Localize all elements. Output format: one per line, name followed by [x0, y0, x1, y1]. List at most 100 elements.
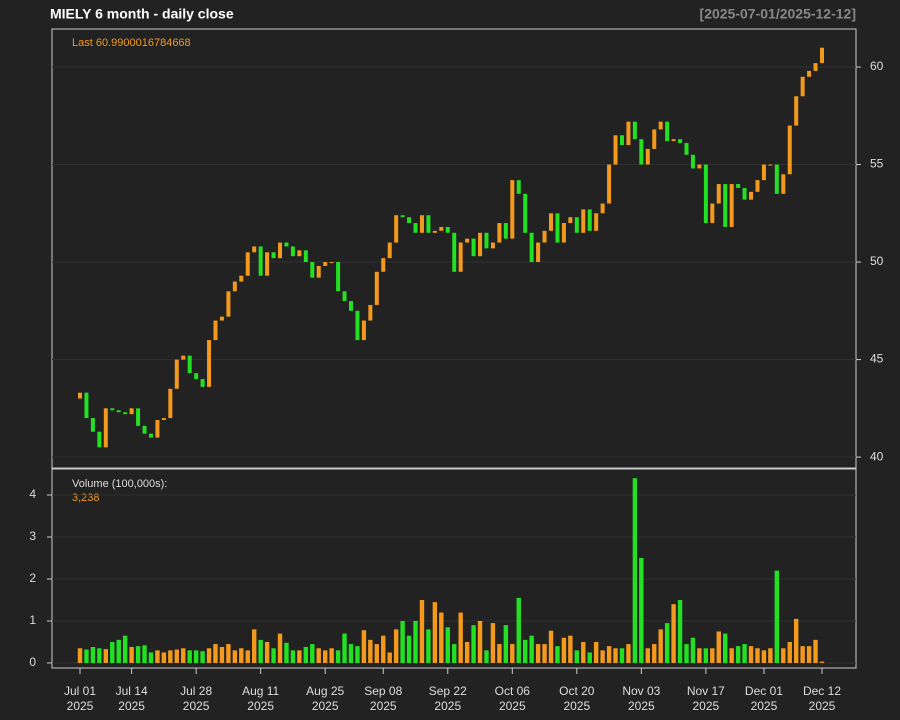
y-tick-label: 1	[29, 613, 36, 627]
volume-bar	[219, 647, 225, 663]
y-tick-label: 40	[870, 449, 884, 463]
candle	[78, 392, 83, 399]
volume-bar	[671, 604, 676, 663]
volume-bar	[619, 648, 625, 663]
candle	[697, 164, 702, 169]
volume-bar	[510, 644, 515, 663]
candle	[400, 215, 405, 218]
candle	[194, 373, 199, 380]
volume-label: Volume (100,000s):	[72, 478, 167, 490]
volume-bar	[168, 650, 173, 663]
candle	[174, 359, 179, 389]
x-tick-year: 2025	[247, 699, 274, 713]
volume-bar	[819, 661, 825, 663]
volume-bar	[529, 635, 534, 663]
volume-bar	[761, 650, 767, 663]
volume-bar	[652, 644, 657, 663]
volume-bar	[806, 646, 812, 663]
volume-bar	[471, 625, 476, 663]
x-tick-year: 2025	[693, 699, 720, 713]
candle	[381, 258, 386, 272]
candle	[607, 164, 612, 204]
volume-bar	[581, 641, 586, 663]
volume-bar	[200, 651, 205, 663]
chart-title: MIELY 6 month - daily close	[50, 6, 234, 22]
volume-bar	[381, 635, 386, 663]
volume-bar	[310, 644, 315, 663]
x-tick-label: Aug 11	[242, 684, 279, 698]
y-tick-label: 0	[29, 655, 36, 669]
candle	[619, 135, 624, 146]
candle	[690, 154, 695, 169]
candle	[742, 187, 747, 200]
x-tick-label: Dec 12	[803, 684, 841, 698]
volume-bar	[452, 644, 457, 663]
candle	[523, 193, 528, 233]
candle	[129, 408, 134, 415]
candle	[419, 215, 424, 233]
volume-last: 3,238	[72, 492, 100, 504]
candle	[110, 408, 115, 411]
candle	[239, 275, 244, 282]
volume-bar	[658, 629, 663, 663]
candle	[600, 203, 605, 214]
volume-bar	[361, 630, 367, 663]
candle	[787, 125, 792, 175]
volume-bar	[690, 637, 696, 663]
volume-bar	[129, 647, 134, 663]
volume-bar	[664, 623, 670, 663]
candle	[594, 213, 599, 231]
candle	[297, 250, 302, 257]
candle	[84, 392, 89, 419]
candle	[768, 164, 773, 166]
volume-bar	[342, 633, 347, 663]
volume-bar	[193, 650, 199, 663]
x-tick-year: 2025	[809, 699, 836, 713]
x-tick-label: Jul 01	[64, 684, 96, 698]
volume-bar	[723, 633, 728, 663]
candle	[471, 238, 476, 257]
candle	[445, 226, 450, 233]
volume-bar	[781, 648, 786, 663]
candle	[645, 148, 650, 165]
x-tick-year: 2025	[628, 699, 655, 713]
volume-bar	[77, 648, 83, 663]
candle	[290, 246, 295, 257]
candle	[549, 213, 554, 231]
volume-bar	[697, 648, 702, 663]
y-tick-label: 50	[870, 254, 884, 268]
x-tick-year: 2025	[67, 699, 94, 713]
y-tick-label: 2	[29, 571, 36, 585]
volume-bar	[735, 646, 741, 663]
volume-bar	[84, 649, 89, 663]
volume-bar	[632, 478, 638, 663]
volume-bar	[639, 558, 644, 663]
volume-bar	[355, 646, 360, 663]
volume-bar	[542, 644, 547, 663]
candle	[187, 355, 192, 374]
x-tick-year: 2025	[370, 699, 397, 713]
candle	[136, 408, 141, 426]
volume-bar	[587, 652, 592, 663]
volume-bar	[490, 623, 496, 663]
volume-bar	[426, 629, 431, 663]
candle	[413, 223, 418, 233]
candle	[736, 184, 741, 188]
volume-bar	[522, 639, 528, 663]
volume-bar	[445, 627, 450, 663]
volume-bar	[548, 630, 554, 663]
candle	[555, 213, 560, 243]
candle	[639, 139, 644, 165]
date-range: [2025-07-01/2025-12-12]	[700, 6, 856, 22]
candle	[426, 215, 431, 233]
candle	[316, 265, 321, 278]
volume-bar	[232, 650, 238, 663]
candle	[97, 431, 102, 448]
volume-bar	[574, 650, 580, 663]
candle	[807, 70, 812, 77]
x-tick-label: Nov 03	[622, 684, 660, 698]
volume-bar	[387, 652, 392, 663]
y-tick-label: 3	[29, 529, 36, 543]
candle	[484, 232, 489, 249]
volume-bar	[497, 644, 502, 663]
